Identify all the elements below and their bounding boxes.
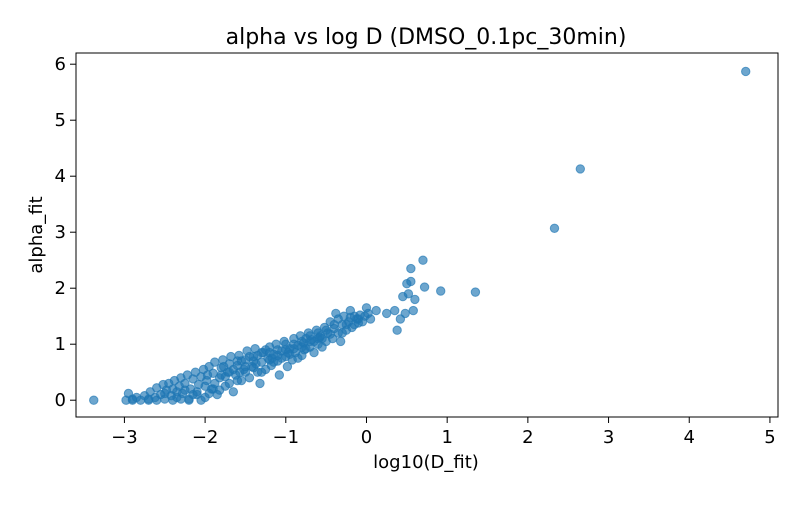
x-tick-label: 4 (684, 427, 695, 448)
y-axis-ticks: 0 1 2 3 4 5 6 (55, 54, 76, 411)
data-point (400, 308, 410, 319)
data-point (192, 387, 202, 397)
data-point (224, 378, 235, 389)
y-tick-label: 5 (55, 110, 66, 131)
x-tick-label: 0 (361, 427, 372, 448)
data-point (305, 336, 315, 347)
data-point (256, 367, 267, 377)
x-axis-label: log10(D_fit) (373, 452, 479, 473)
data-point (335, 336, 346, 347)
data-point (418, 255, 428, 265)
data-point (232, 375, 243, 386)
data-point (315, 331, 326, 341)
data-point (381, 308, 392, 319)
x-axis-ticks: −3 −2 −1 0 1 2 3 4 5 (111, 417, 776, 448)
data-point (371, 305, 381, 316)
data-point (256, 347, 267, 358)
data-point (208, 384, 218, 394)
data-point (392, 325, 402, 335)
y-tick-label: 2 (55, 278, 66, 299)
data-point (216, 370, 226, 380)
x-tick-label: 2 (522, 427, 533, 448)
data-point (228, 387, 239, 397)
data-point (160, 388, 170, 399)
data-point (289, 339, 299, 349)
data-point (309, 347, 319, 358)
y-tick-label: 1 (55, 334, 66, 355)
chart-title: alpha vs log D (DMSO_0.1pc_30min) (226, 25, 627, 50)
data-point (282, 361, 293, 372)
y-tick-label: 6 (55, 54, 66, 75)
x-tick-label: 1 (441, 427, 452, 448)
y-tick-label: 0 (55, 390, 66, 411)
data-point (353, 314, 364, 324)
data-point (293, 353, 303, 363)
data-point (151, 395, 162, 405)
data-point (741, 66, 751, 77)
data-point (365, 314, 376, 324)
y-tick-label: 3 (55, 222, 66, 243)
x-tick-label: 5 (764, 427, 775, 448)
y-tick-label: 4 (55, 166, 66, 187)
data-point (333, 314, 343, 324)
data-point (200, 381, 210, 391)
data-point (403, 289, 414, 299)
data-point (436, 286, 446, 296)
data-point (406, 276, 416, 287)
data-point (202, 370, 213, 380)
data-point (390, 305, 400, 316)
x-tick-label: −1 (273, 427, 300, 448)
data-point (299, 345, 310, 355)
data-point (408, 305, 418, 316)
data-point (180, 385, 190, 395)
data-point (168, 395, 178, 405)
y-axis-label: alpha_fit (26, 196, 47, 273)
data-point (196, 395, 206, 405)
x-tick-label: −3 (111, 427, 138, 448)
data-point (251, 359, 261, 369)
data-point (235, 367, 245, 377)
x-tick-label: −2 (192, 427, 219, 448)
plot-frame (75, 52, 779, 418)
data-points (89, 66, 751, 405)
data-point (224, 367, 235, 377)
data-point (325, 329, 335, 339)
data-point (89, 395, 99, 405)
data-point (470, 287, 481, 297)
data-point (406, 263, 416, 274)
data-point (127, 395, 138, 405)
data-point (283, 347, 293, 358)
data-point (255, 378, 265, 389)
data-point (549, 223, 560, 233)
data-point (240, 361, 251, 372)
data-point (176, 394, 186, 404)
x-tick-label: 3 (603, 427, 614, 448)
data-point (218, 361, 229, 372)
data-point (232, 356, 243, 366)
data-point (143, 395, 154, 405)
data-point (267, 353, 277, 363)
data-point (274, 370, 285, 380)
data-point (419, 282, 430, 292)
data-point (337, 328, 347, 338)
data-point (410, 294, 420, 305)
data-point (575, 164, 586, 174)
